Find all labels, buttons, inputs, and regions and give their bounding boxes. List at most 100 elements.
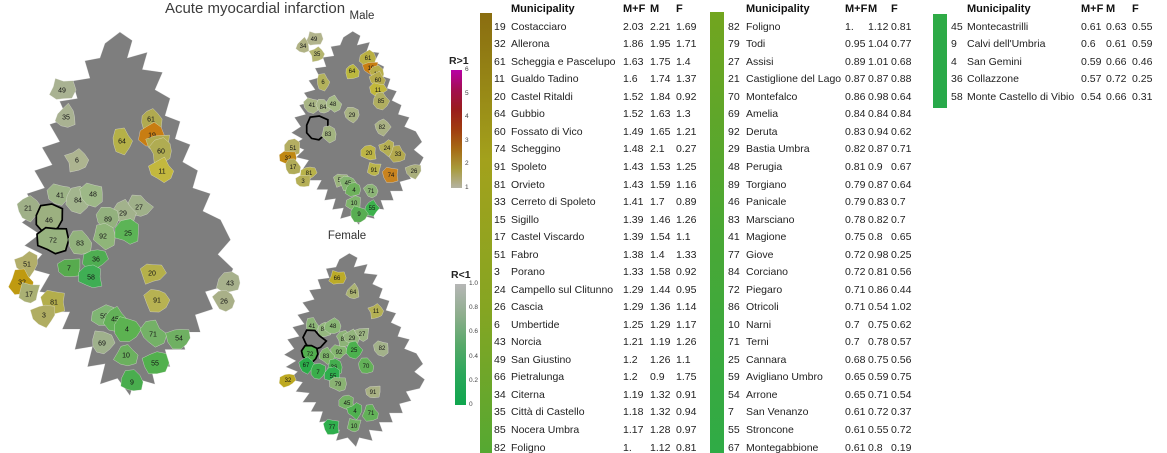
cell-m: 0.87 (868, 143, 889, 156)
region-number: 46 (45, 218, 53, 225)
map-region-4 (114, 316, 142, 342)
cell-f: 0.71 (891, 143, 912, 156)
map-region-26 (404, 164, 422, 180)
map-region-48 (326, 94, 343, 113)
rank-bar-2 (710, 12, 724, 453)
map-region-83 (321, 125, 337, 144)
map-region-3 (30, 304, 56, 329)
cell-f: 1.37 (676, 73, 697, 86)
legend-tick: 0.6 (469, 328, 479, 336)
cell-m: 1.32 (650, 388, 671, 401)
cell-f: 1.1 (676, 353, 691, 366)
table-header: Municipality M+F M F (728, 2, 913, 16)
map-region-6 (316, 73, 331, 92)
cell-mf: 0.78 (845, 213, 866, 226)
map-region-41 (303, 97, 319, 114)
cell-mf: 0.61 (845, 441, 866, 453)
cell-map-number: 17 (494, 231, 506, 244)
cell-f: 1.17 (676, 318, 697, 331)
header-m: M (1106, 3, 1116, 15)
table-row: 51 Fabro 1.38 1.4 1.33 (494, 246, 700, 264)
cell-mf: 0.71 (845, 301, 866, 314)
cell-municipality: Magione (746, 231, 787, 244)
region-number: 84 (321, 327, 328, 333)
cell-municipality: Cerreto di Spoleto (511, 196, 596, 209)
cell-mf: 1.21 (623, 336, 644, 349)
legend-colorbar-r-lt-1 (455, 284, 466, 405)
cell-map-number: 59 (728, 371, 740, 384)
table-row: 20 Castel Ritaldi 1.52 1.84 0.92 (494, 88, 700, 106)
cell-m: 1.32 (650, 406, 671, 419)
region-number: 72 (49, 238, 57, 245)
cell-map-number: 83 (728, 213, 740, 226)
region-number: 4 (353, 409, 357, 415)
cell-f: 0.56 (891, 266, 912, 279)
cell-f: 1.71 (676, 38, 697, 51)
cell-map-number: 11 (494, 73, 505, 86)
map-region-79 (329, 376, 347, 392)
rate-table-2: Municipality M+F M F 82 Foligno 1. 1.12 0.81 79 To… (728, 2, 913, 453)
cell-f: 0.65 (891, 231, 912, 244)
region-number: 82 (379, 125, 386, 131)
region-number: 49 (58, 88, 66, 95)
cell-municipality: Costacciaro (511, 20, 567, 33)
cell-f: 0.25 (891, 248, 912, 261)
map-female: 6664114184482789299225828372677365579703… (278, 252, 426, 448)
cell-municipality: Assisi (746, 55, 774, 68)
table-row: 79 Todi 0.95 1.04 0.77 (728, 36, 913, 54)
region-number: 20 (366, 151, 373, 157)
table-row: 25 Cannara 0.68 0.75 0.56 (728, 351, 913, 369)
map-region-10 (113, 344, 139, 367)
region-number: 81 (50, 300, 58, 307)
cell-map-number: 69 (728, 108, 740, 121)
region-number: 29 (349, 336, 356, 342)
cell-mf: 1.2 (623, 353, 638, 366)
cell-m: 0.72 (868, 406, 889, 419)
table-row: 71 Terni 0.7 0.78 0.57 (728, 334, 913, 352)
cell-mf: 1.18 (623, 406, 644, 419)
map-region-10 (347, 418, 362, 433)
cell-municipality: Monte Castello di Vibio (967, 90, 1075, 103)
map-region-70 (358, 357, 374, 374)
region-number: 60 (375, 78, 382, 84)
cell-municipality: Pietralunga (511, 371, 565, 384)
cell-m: 0.81 (868, 266, 889, 279)
cell-m: 0.61 (1106, 38, 1127, 51)
cell-map-number: 92 (728, 125, 740, 138)
legend-tick: 0.4 (469, 352, 479, 360)
cell-mf: 0.79 (845, 196, 866, 209)
cell-m: 1.7 (650, 196, 665, 209)
region-number: 69 (98, 341, 106, 348)
region-number: 34 (300, 44, 307, 50)
cell-map-number: 29 (728, 143, 740, 156)
region-number: 35 (314, 52, 321, 58)
cell-f: 0.89 (676, 196, 697, 209)
region-number: 55 (330, 374, 337, 380)
cell-map-number: 21 (728, 73, 740, 86)
map-region-85 (372, 91, 391, 111)
region-number: 91 (371, 168, 378, 174)
cell-municipality: Panicale (746, 196, 787, 209)
table-row: 64 Gubbio 1.52 1.63 1.3 (494, 106, 700, 124)
cell-municipality: Amelia (746, 108, 779, 121)
cell-mf: 1.43 (623, 161, 644, 174)
map-region-35 (308, 46, 325, 63)
cell-map-number: 49 (494, 353, 506, 366)
cell-f: 0.7 (891, 213, 906, 226)
cell-f: 0.56 (891, 353, 912, 366)
cell-m: 0.71 (868, 388, 889, 401)
region-number: 55 (369, 206, 376, 212)
region-number: 29 (119, 211, 127, 218)
cell-mf: 0.6 (1081, 38, 1096, 51)
region-number: 43 (226, 281, 234, 288)
cell-map-number: 55 (728, 423, 740, 436)
map-region-7 (57, 258, 81, 277)
cell-map-number: 15 (494, 213, 506, 226)
table-row: 83 Marsciano 0.78 0.82 0.7 (728, 211, 913, 229)
cell-mf: 0.83 (845, 125, 866, 138)
cell-map-number: 61 (494, 55, 506, 68)
table-row: 17 Castel Viscardo 1.39 1.54 1.1 (494, 228, 700, 246)
table-row: 35 Città di Castello 1.18 1.32 0.94 (494, 404, 700, 422)
cell-mf: 1.48 (623, 143, 644, 156)
region-number: 10 (122, 353, 130, 360)
